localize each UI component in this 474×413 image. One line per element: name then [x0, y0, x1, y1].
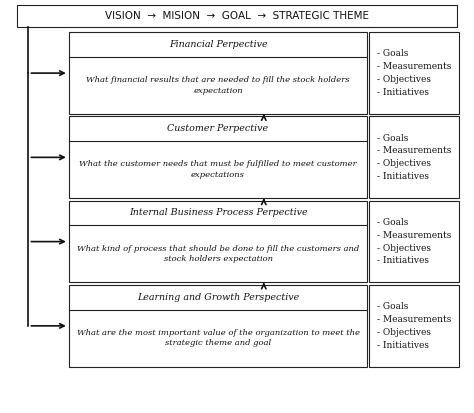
- Bar: [69, 201, 367, 282]
- Bar: [69, 285, 367, 367]
- Text: Internal Business Process Perpective: Internal Business Process Perpective: [129, 209, 307, 218]
- Text: VISION  →  MISION  →  GOAL  →  STRATEGIC THEME: VISION → MISION → GOAL → STRATEGIC THEME: [105, 11, 369, 21]
- Bar: [369, 32, 459, 114]
- Text: - Goals
- Measurements
- Objectives
- Initiatives: - Goals - Measurements - Objectives - In…: [377, 133, 452, 181]
- Text: What financial results that are needed to fill the stock holders
expectation: What financial results that are needed t…: [86, 76, 350, 95]
- Text: What are the most important value of the organization to meet the
strategic them: What are the most important value of the…: [76, 329, 360, 347]
- Bar: [17, 5, 457, 27]
- Text: Customer Perpective: Customer Perpective: [167, 124, 269, 133]
- Bar: [369, 285, 459, 367]
- Bar: [369, 201, 459, 282]
- Text: Learning and Growth Perspective: Learning and Growth Perspective: [137, 293, 299, 302]
- Text: - Goals
- Measurements
- Objectives
- Initiatives: - Goals - Measurements - Objectives - In…: [377, 302, 452, 350]
- Text: Financial Perpective: Financial Perpective: [169, 40, 267, 49]
- Text: What the customer needs that must be fulfilled to meet customer
expectations: What the customer needs that must be ful…: [79, 160, 357, 179]
- Text: - Goals
- Measurements
- Objectives
- Initiatives: - Goals - Measurements - Objectives - In…: [377, 218, 452, 266]
- Bar: [69, 32, 367, 114]
- Text: What kind of process that should be done to fill the customers and
stock holders: What kind of process that should be done…: [77, 244, 359, 263]
- Text: - Goals
- Measurements
- Objectives
- Initiatives: - Goals - Measurements - Objectives - In…: [377, 49, 452, 97]
- Bar: [69, 116, 367, 198]
- Bar: [369, 116, 459, 198]
